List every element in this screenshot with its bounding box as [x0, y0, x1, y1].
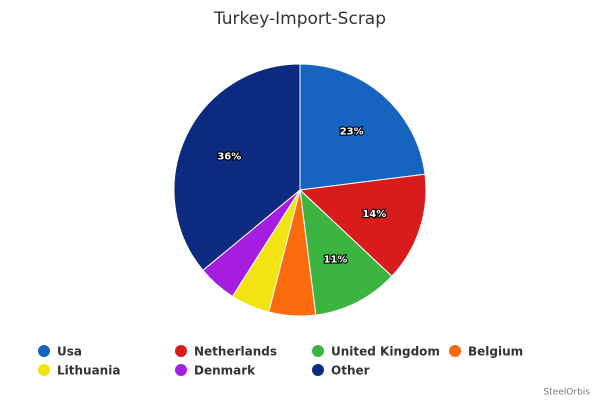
pie-slice [299, 63, 426, 191]
legend-label[interactable]: Other [331, 364, 370, 378]
data-label: 14% [362, 209, 386, 220]
legend-label[interactable]: Usa [57, 345, 82, 359]
legend-marker[interactable] [175, 364, 187, 376]
legend-marker[interactable] [175, 345, 187, 357]
legend-label[interactable]: United Kingdom [331, 345, 440, 359]
data-label: 23% [340, 126, 364, 137]
legend-marker[interactable] [38, 345, 50, 357]
credit: SteelOrbis [543, 388, 590, 398]
chart-title: Turkey-Import-Scrap [213, 9, 386, 29]
data-label: 11% [323, 255, 347, 266]
pie-slice [299, 188, 393, 316]
legend-label[interactable]: Denmark [194, 364, 256, 378]
legend-label[interactable]: Lithuania [57, 364, 120, 378]
legend-marker[interactable] [312, 364, 324, 376]
data-label: 36% [217, 152, 241, 163]
legend-marker[interactable] [38, 364, 50, 376]
legend-label[interactable]: Netherlands [194, 345, 277, 359]
legend-label[interactable]: Belgium [468, 345, 523, 359]
legend-marker[interactable] [312, 345, 324, 357]
pie-slice [298, 173, 427, 277]
pie-slice [173, 63, 301, 272]
legend-marker[interactable] [449, 345, 461, 357]
